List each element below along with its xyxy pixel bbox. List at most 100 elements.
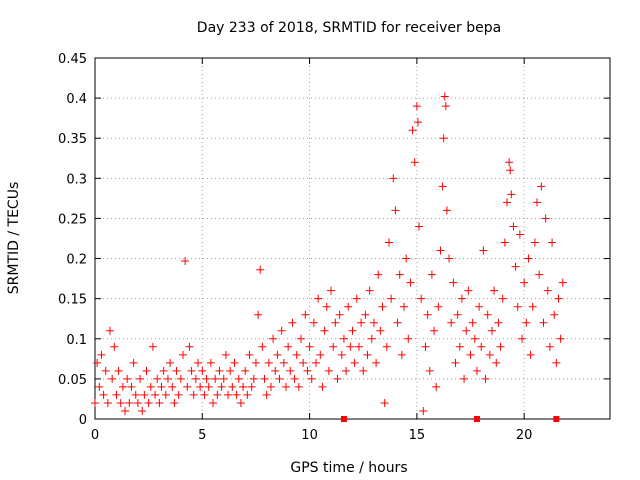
data-point bbox=[485, 350, 494, 359]
data-point bbox=[352, 294, 361, 303]
data-point bbox=[384, 238, 393, 247]
data-point bbox=[305, 342, 314, 351]
data-point bbox=[445, 254, 454, 263]
data-point bbox=[505, 158, 514, 167]
data-point bbox=[552, 358, 561, 367]
data-point bbox=[97, 350, 106, 359]
data-point bbox=[172, 366, 181, 375]
data-point bbox=[243, 390, 252, 399]
data-point bbox=[116, 398, 125, 407]
data-point bbox=[541, 214, 550, 223]
data-point bbox=[217, 382, 226, 391]
data-point bbox=[320, 326, 329, 335]
data-point bbox=[170, 398, 179, 407]
data-point bbox=[146, 382, 155, 391]
data-point bbox=[228, 382, 237, 391]
data-point bbox=[273, 350, 282, 359]
y-tick-label: 0.1 bbox=[66, 333, 87, 348]
data-point bbox=[251, 358, 260, 367]
data-point bbox=[506, 166, 515, 175]
y-tick-label: 0.3 bbox=[66, 172, 87, 187]
data-point bbox=[367, 334, 376, 343]
data-point bbox=[281, 382, 290, 391]
data-point bbox=[110, 342, 119, 351]
data-point bbox=[183, 382, 192, 391]
data-point bbox=[481, 374, 490, 383]
y-tick-label: 0.35 bbox=[58, 132, 87, 147]
data-point bbox=[316, 350, 325, 359]
data-point bbox=[440, 92, 449, 101]
data-point bbox=[241, 366, 250, 375]
plot-frame bbox=[94, 57, 611, 420]
data-point bbox=[262, 390, 271, 399]
data-point bbox=[462, 326, 471, 335]
data-point bbox=[187, 366, 196, 375]
data-point bbox=[153, 374, 162, 383]
data-point bbox=[498, 294, 507, 303]
data-point bbox=[513, 302, 522, 311]
data-point bbox=[260, 374, 269, 383]
x-tick-label: 5 bbox=[198, 428, 206, 443]
data-point bbox=[215, 366, 224, 375]
data-point bbox=[297, 334, 305, 343]
data-point bbox=[442, 206, 451, 215]
data-point bbox=[239, 382, 248, 391]
data-point bbox=[391, 206, 400, 215]
data-point bbox=[294, 382, 303, 391]
data-point bbox=[477, 342, 486, 351]
y-axis-label: SRMTID / TECUs bbox=[6, 182, 22, 295]
data-point bbox=[522, 318, 531, 327]
data-point bbox=[558, 278, 567, 287]
data-point bbox=[550, 310, 559, 319]
data-point bbox=[361, 310, 370, 319]
data-point bbox=[99, 390, 108, 399]
data-point bbox=[290, 374, 299, 383]
data-point bbox=[148, 342, 157, 351]
data-point bbox=[479, 246, 488, 255]
data-point bbox=[376, 326, 385, 335]
data-point bbox=[400, 302, 408, 311]
data-point bbox=[369, 318, 378, 327]
data-point bbox=[447, 318, 456, 327]
data-point bbox=[307, 374, 316, 383]
data-point bbox=[161, 390, 170, 399]
data-point bbox=[389, 174, 398, 183]
data-point bbox=[271, 366, 280, 375]
data-point bbox=[357, 318, 366, 327]
data-point bbox=[344, 302, 353, 311]
data-point bbox=[520, 278, 529, 287]
data-point bbox=[397, 350, 406, 359]
data-point bbox=[224, 390, 233, 399]
data-point bbox=[236, 398, 245, 407]
data-point bbox=[374, 270, 383, 279]
data-point bbox=[202, 374, 211, 383]
data-point bbox=[494, 318, 503, 327]
data-point bbox=[181, 256, 190, 265]
data-point bbox=[359, 366, 368, 375]
data-point bbox=[528, 302, 537, 311]
data-point bbox=[112, 390, 121, 399]
data-point bbox=[415, 222, 424, 231]
data-point bbox=[292, 350, 301, 359]
data-point bbox=[245, 350, 254, 359]
data-point bbox=[449, 278, 458, 287]
data-point bbox=[103, 398, 112, 407]
data-point bbox=[299, 358, 308, 367]
data-point bbox=[487, 326, 496, 335]
data-point bbox=[232, 390, 241, 399]
data-point bbox=[337, 350, 346, 359]
flag-marker bbox=[473, 416, 480, 422]
data-point bbox=[421, 342, 430, 351]
data-point bbox=[206, 358, 215, 367]
data-point bbox=[95, 382, 104, 391]
data-point bbox=[515, 230, 524, 239]
data-point bbox=[342, 366, 351, 375]
data-point bbox=[526, 350, 535, 359]
data-point bbox=[423, 310, 432, 319]
data-point bbox=[492, 358, 501, 367]
data-point bbox=[455, 342, 464, 351]
data-point bbox=[530, 238, 539, 247]
data-point bbox=[331, 318, 340, 327]
y-tick-label: 0.4 bbox=[66, 92, 87, 107]
data-point bbox=[554, 294, 563, 303]
